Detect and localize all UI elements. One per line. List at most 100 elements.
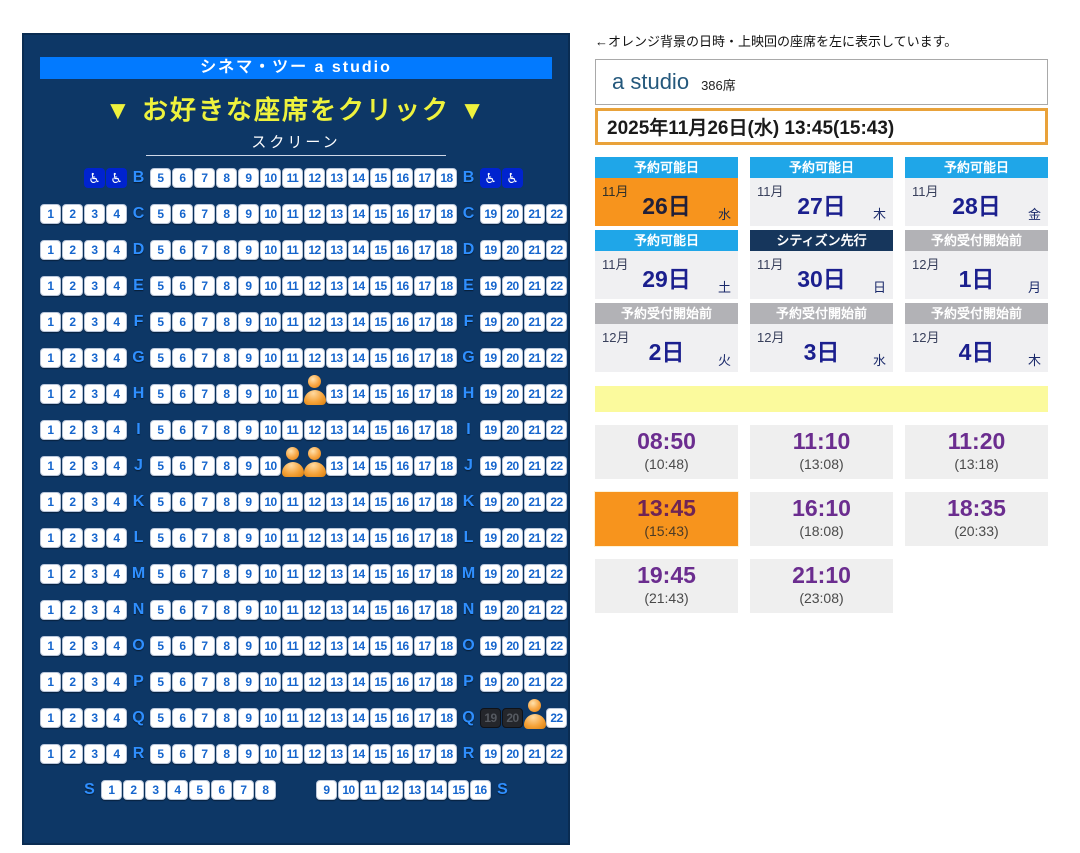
seat-P5[interactable]: 5: [150, 672, 171, 692]
seat-G14[interactable]: 14: [348, 348, 369, 368]
seat-R9[interactable]: 9: [238, 744, 259, 764]
seat-C2[interactable]: 2: [62, 204, 83, 224]
seat-B17[interactable]: 17: [414, 168, 435, 188]
seat-L13[interactable]: 13: [326, 528, 347, 548]
seat-I20[interactable]: 20: [502, 420, 523, 440]
seat-K9[interactable]: 9: [238, 492, 259, 512]
seat-I15[interactable]: 15: [370, 420, 391, 440]
seat-O17[interactable]: 17: [414, 636, 435, 656]
seat-I4[interactable]: 4: [106, 420, 127, 440]
seat-G5[interactable]: 5: [150, 348, 171, 368]
seat-R18[interactable]: 18: [436, 744, 457, 764]
seat-O12[interactable]: 12: [304, 636, 325, 656]
seat-M15[interactable]: 15: [370, 564, 391, 584]
seat-N5[interactable]: 5: [150, 600, 171, 620]
seat-I9[interactable]: 9: [238, 420, 259, 440]
seat-D1[interactable]: 1: [40, 240, 61, 260]
seat-G11[interactable]: 11: [282, 348, 303, 368]
showtime-1610[interactable]: 16:10 (18:08): [750, 492, 893, 546]
wheelchair-icon-B-right2[interactable]: ♿: [502, 168, 523, 188]
seat-C17[interactable]: 17: [414, 204, 435, 224]
seat-O21[interactable]: 21: [524, 636, 545, 656]
seat-D18[interactable]: 18: [436, 240, 457, 260]
seat-G22[interactable]: 22: [546, 348, 567, 368]
seat-N10[interactable]: 10: [260, 600, 281, 620]
seat-J19[interactable]: 19: [480, 456, 501, 476]
seat-M16[interactable]: 16: [392, 564, 413, 584]
seat-D14[interactable]: 14: [348, 240, 369, 260]
seat-G13[interactable]: 13: [326, 348, 347, 368]
seat-R12[interactable]: 12: [304, 744, 325, 764]
seat-L20[interactable]: 20: [502, 528, 523, 548]
seat-L21[interactable]: 21: [524, 528, 545, 548]
seat-K6[interactable]: 6: [172, 492, 193, 512]
seat-H14[interactable]: 14: [348, 384, 369, 404]
seat-L14[interactable]: 14: [348, 528, 369, 548]
seat-I7[interactable]: 7: [194, 420, 215, 440]
seat-R19[interactable]: 19: [480, 744, 501, 764]
seat-I16[interactable]: 16: [392, 420, 413, 440]
seat-S10[interactable]: 10: [338, 780, 359, 800]
seat-P1[interactable]: 1: [40, 672, 61, 692]
seat-E15[interactable]: 15: [370, 276, 391, 296]
seat-R16[interactable]: 16: [392, 744, 413, 764]
seat-F5[interactable]: 5: [150, 312, 171, 332]
seat-D7[interactable]: 7: [194, 240, 215, 260]
seat-R11[interactable]: 11: [282, 744, 303, 764]
seat-G20[interactable]: 20: [502, 348, 523, 368]
seat-J16[interactable]: 16: [392, 456, 413, 476]
seat-M9[interactable]: 9: [238, 564, 259, 584]
seat-N9[interactable]: 9: [238, 600, 259, 620]
seat-L15[interactable]: 15: [370, 528, 391, 548]
seat-Q10[interactable]: 10: [260, 708, 281, 728]
seat-J2[interactable]: 2: [62, 456, 83, 476]
seat-D3[interactable]: 3: [84, 240, 105, 260]
seat-G6[interactable]: 6: [172, 348, 193, 368]
seat-D16[interactable]: 16: [392, 240, 413, 260]
wheelchair-icon-B-left2[interactable]: ♿: [106, 168, 127, 188]
seat-C16[interactable]: 16: [392, 204, 413, 224]
seat-R7[interactable]: 7: [194, 744, 215, 764]
seat-P9[interactable]: 9: [238, 672, 259, 692]
seat-R14[interactable]: 14: [348, 744, 369, 764]
seat-J5[interactable]: 5: [150, 456, 171, 476]
seat-O18[interactable]: 18: [436, 636, 457, 656]
seat-E2[interactable]: 2: [62, 276, 83, 296]
seat-D9[interactable]: 9: [238, 240, 259, 260]
seat-H6[interactable]: 6: [172, 384, 193, 404]
seat-H19[interactable]: 19: [480, 384, 501, 404]
wheelchair-icon-B-right1[interactable]: ♿: [480, 168, 501, 188]
seat-F2[interactable]: 2: [62, 312, 83, 332]
seat-E4[interactable]: 4: [106, 276, 127, 296]
showtime-1120[interactable]: 11:20 (13:18): [905, 425, 1048, 479]
seat-K17[interactable]: 17: [414, 492, 435, 512]
seat-P20[interactable]: 20: [502, 672, 523, 692]
seat-M22[interactable]: 22: [546, 564, 567, 584]
seat-G12[interactable]: 12: [304, 348, 325, 368]
seat-O2[interactable]: 2: [62, 636, 83, 656]
seat-K1[interactable]: 1: [40, 492, 61, 512]
seat-D10[interactable]: 10: [260, 240, 281, 260]
seat-D8[interactable]: 8: [216, 240, 237, 260]
seat-P11[interactable]: 11: [282, 672, 303, 692]
seat-L10[interactable]: 10: [260, 528, 281, 548]
seat-H3[interactable]: 3: [84, 384, 105, 404]
seat-K7[interactable]: 7: [194, 492, 215, 512]
seat-H20[interactable]: 20: [502, 384, 523, 404]
showtime-0850[interactable]: 08:50 (10:48): [595, 425, 738, 479]
seat-P22[interactable]: 22: [546, 672, 567, 692]
seat-D11[interactable]: 11: [282, 240, 303, 260]
seat-I3[interactable]: 3: [84, 420, 105, 440]
seat-E20[interactable]: 20: [502, 276, 523, 296]
seat-C12[interactable]: 12: [304, 204, 325, 224]
seat-R3[interactable]: 3: [84, 744, 105, 764]
seat-G17[interactable]: 17: [414, 348, 435, 368]
seat-E13[interactable]: 13: [326, 276, 347, 296]
seat-C13[interactable]: 13: [326, 204, 347, 224]
seat-K15[interactable]: 15: [370, 492, 391, 512]
seat-I2[interactable]: 2: [62, 420, 83, 440]
seat-M13[interactable]: 13: [326, 564, 347, 584]
seat-R20[interactable]: 20: [502, 744, 523, 764]
seat-R2[interactable]: 2: [62, 744, 83, 764]
seat-B7[interactable]: 7: [194, 168, 215, 188]
